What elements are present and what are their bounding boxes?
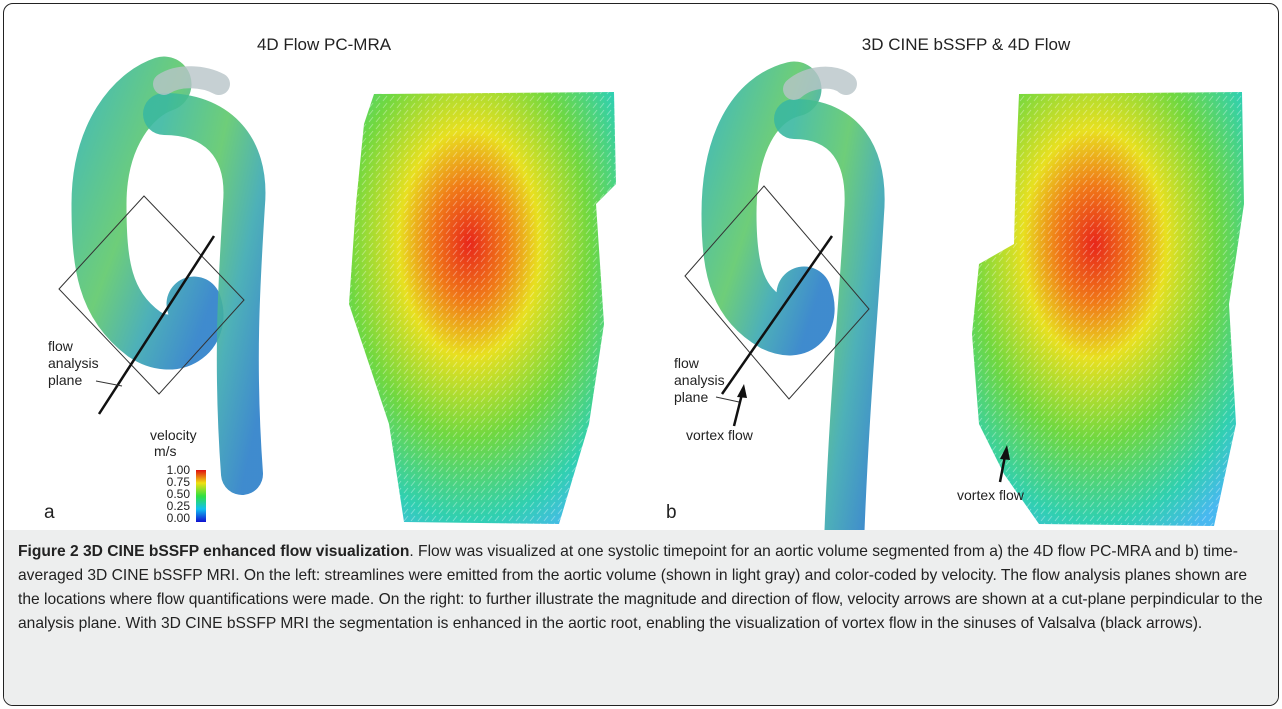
caption: Figure 2 3D CINE bSSFP enhanced flow vis… bbox=[4, 530, 1278, 705]
arrow bbox=[734, 394, 742, 426]
colorbar-title: velocity bbox=[150, 427, 197, 443]
panel-label: b bbox=[666, 502, 677, 523]
annotation: plane bbox=[48, 372, 82, 388]
colorbar-tick: 0.00 bbox=[167, 511, 191, 525]
annotation: flow bbox=[674, 355, 700, 371]
leader bbox=[716, 397, 739, 402]
velocity-field bbox=[972, 92, 1244, 526]
panel-label: a bbox=[44, 502, 55, 523]
panel-title: 4D Flow PC-MRA bbox=[257, 35, 392, 54]
figure-frame: 4D Flow PC-MRA 3D CINE bSSFP & 4D Flow f… bbox=[3, 3, 1279, 706]
aorta-streamlines bbox=[99, 77, 244, 474]
panel-title: 3D CINE bSSFP & 4D Flow bbox=[862, 35, 1071, 54]
figure-image: 4D Flow PC-MRA 3D CINE bSSFP & 4D Flow f… bbox=[4, 4, 1278, 530]
colorbar bbox=[196, 470, 206, 522]
colorbar-title: m/s bbox=[154, 443, 177, 459]
annotation: analysis bbox=[48, 355, 99, 371]
annotation: vortex flow bbox=[957, 487, 1025, 503]
aorta-streamlines bbox=[729, 78, 865, 530]
annotation: flow bbox=[48, 338, 74, 354]
annotation: vortex flow bbox=[686, 427, 754, 443]
caption-title: 3D CINE bSSFP enhanced flow visualizatio… bbox=[83, 543, 409, 560]
caption-label: Figure 2 bbox=[18, 543, 79, 560]
annotation: analysis bbox=[674, 372, 725, 388]
annotation: plane bbox=[674, 389, 708, 405]
velocity-field bbox=[349, 92, 616, 524]
arrowhead bbox=[737, 384, 747, 398]
